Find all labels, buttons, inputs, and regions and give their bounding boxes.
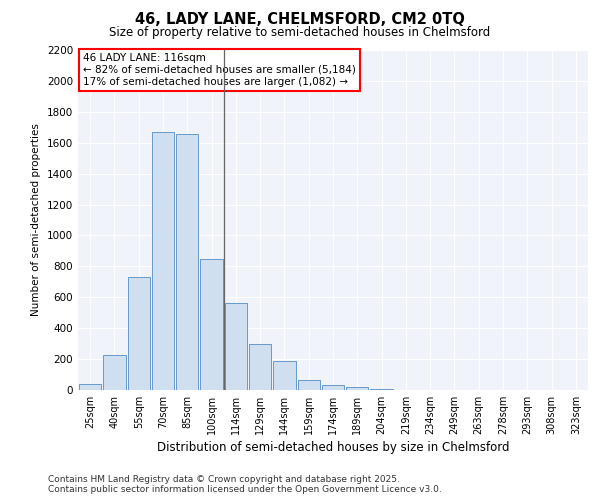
Bar xyxy=(152,132,174,390)
Bar xyxy=(370,389,393,390)
Bar xyxy=(322,386,344,390)
X-axis label: Distribution of semi-detached houses by size in Chelmsford: Distribution of semi-detached houses by … xyxy=(157,441,509,454)
Bar xyxy=(79,384,101,390)
Bar xyxy=(103,355,125,390)
Text: Contains HM Land Registry data © Crown copyright and database right 2025.
Contai: Contains HM Land Registry data © Crown c… xyxy=(48,474,442,494)
Bar xyxy=(346,387,368,390)
Bar xyxy=(224,302,247,390)
Bar xyxy=(249,344,271,390)
Bar xyxy=(128,277,150,390)
Text: 46 LADY LANE: 116sqm
← 82% of semi-detached houses are smaller (5,184)
17% of se: 46 LADY LANE: 116sqm ← 82% of semi-detac… xyxy=(83,54,356,86)
Bar xyxy=(298,380,320,390)
Text: Size of property relative to semi-detached houses in Chelmsford: Size of property relative to semi-detach… xyxy=(109,26,491,39)
Bar xyxy=(176,134,199,390)
Bar xyxy=(200,258,223,390)
Text: 46, LADY LANE, CHELMSFORD, CM2 0TQ: 46, LADY LANE, CHELMSFORD, CM2 0TQ xyxy=(135,12,465,28)
Y-axis label: Number of semi-detached properties: Number of semi-detached properties xyxy=(31,124,41,316)
Bar xyxy=(273,362,296,390)
